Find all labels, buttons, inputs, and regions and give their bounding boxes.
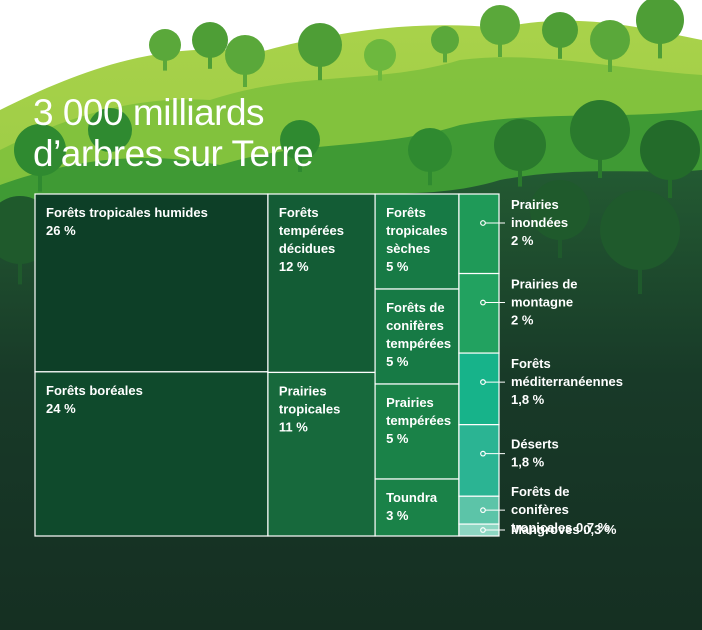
treemap-label-prairies-inondees: Prairies inondées 2 % bbox=[511, 197, 568, 248]
treemap-cell-forets-mediterraneennes bbox=[458, 352, 505, 426]
treemap-cell-forets-de-coniferes-temperees: Forêts de conifères tempérées 5 % bbox=[374, 288, 460, 385]
leader-dot bbox=[480, 220, 486, 226]
treemap-rect-deserts bbox=[458, 424, 500, 497]
treemap-cell-forets-boreales: Forêts boréales 24 % bbox=[34, 371, 269, 537]
leader-dot bbox=[480, 379, 486, 385]
treemap-label-forets-boreales: Forêts boréales 24 % bbox=[46, 383, 143, 416]
leader-dot bbox=[480, 450, 486, 457]
treemap-label-prairies-tropicales: Prairies tropicales 11 % bbox=[279, 383, 340, 434]
treemap-rect-prairies-de-montagne bbox=[458, 272, 500, 354]
treemap-cell-prairies-inondees bbox=[458, 193, 505, 275]
treemap-label-toundra: Toundra 3 % bbox=[386, 490, 438, 523]
treemap-rect-forets-mediterraneennes bbox=[458, 352, 500, 426]
treemap-label-forets-tropicales-seches: Forêts tropicales sèches 5 % bbox=[386, 205, 447, 274]
treemap-cell-mangroves bbox=[458, 523, 505, 537]
treemap-rect-forets-boreales bbox=[34, 371, 269, 537]
treemap-cell-toundra: Toundra 3 % bbox=[374, 478, 460, 537]
treemap-cell-prairies-temperees: Prairies tempérées 5 % bbox=[374, 383, 460, 480]
leader-dot bbox=[480, 299, 486, 306]
treemap-cell-forets-tropicales-seches: Forêts tropicales sèches 5 % bbox=[374, 193, 460, 290]
treemap-rect-toundra bbox=[374, 478, 460, 537]
treemap-cell-forets-temperees-decidues: Forêts tempérées décidues 12 % bbox=[267, 193, 376, 374]
leader-dot bbox=[480, 507, 486, 514]
treemap-rect-prairies-inondees bbox=[458, 193, 500, 275]
leader-dot bbox=[480, 527, 486, 533]
treemap-cell-prairies-tropicales: Prairies tropicales 11 % bbox=[267, 371, 376, 537]
page-title: 3 000 milliards d’arbres sur Terre bbox=[33, 92, 314, 174]
treemap-label-forets-de-coniferes-tropicales: Forêts de conifères tropicales 0,7 % bbox=[511, 484, 610, 535]
treemap-label-forets-temperees-decidues: Forêts tempérées décidues 12 % bbox=[279, 205, 344, 274]
treemap-label-deserts: Déserts 1,8 % bbox=[511, 437, 559, 470]
title-line-2: d’arbres sur Terre bbox=[33, 133, 314, 174]
treemap-cell-prairies-de-montagne bbox=[458, 272, 505, 354]
treemap-rect-forets-temperees-decidues bbox=[267, 193, 376, 374]
treemap-rect-forets-tropicales-seches bbox=[374, 193, 460, 290]
treemap-rect-forets-tropicales-humides bbox=[34, 193, 269, 373]
treemap-label-forets-mediterraneennes: Forêts méditerranéennes 1,8 % bbox=[511, 356, 623, 407]
treemap-label-prairies-de-montagne: Prairies de montagne 2 % bbox=[511, 277, 578, 328]
treemap-cell-forets-tropicales-humides: Forêts tropicales humides 26 % bbox=[34, 193, 269, 373]
treemap-label-forets-tropicales-humides: Forêts tropicales humides 26 % bbox=[46, 205, 208, 238]
treemap-label-prairies-temperees: Prairies tempérées 5 % bbox=[386, 395, 451, 446]
treemap-rect-forets-de-coniferes-temperees bbox=[374, 288, 460, 385]
treemap-rect-prairies-temperees bbox=[374, 383, 460, 480]
treemap-label-mangroves: Mangroves 0,3 % bbox=[511, 522, 617, 537]
treemap-label-forets-de-coniferes-temperees: Forêts de conifères tempérées 5 % bbox=[386, 300, 451, 369]
treemap-cell-deserts bbox=[458, 424, 505, 497]
treemap-cell-forets-de-coniferes-tropicales bbox=[458, 495, 505, 525]
title-line-1: 3 000 milliards bbox=[33, 92, 265, 133]
